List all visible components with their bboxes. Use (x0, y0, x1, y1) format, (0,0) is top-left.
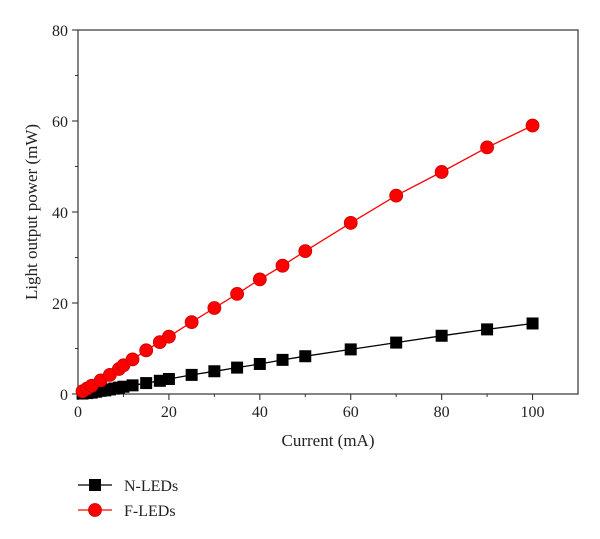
data-point (208, 365, 221, 378)
data-point (526, 317, 539, 330)
y-tick-label: 60 (52, 114, 68, 131)
data-point (389, 188, 404, 203)
data-point (231, 361, 244, 374)
data-point (125, 352, 140, 367)
legend: N-LEDs F-LEDs (78, 478, 178, 520)
data-point (434, 165, 449, 179)
data-point (276, 353, 289, 366)
data-point (480, 140, 494, 155)
legend-label-f-leds: F-LEDs (124, 503, 176, 520)
series-layer (75, 118, 540, 400)
data-point (435, 329, 448, 342)
legend-label-n-leds: N-LEDs (124, 478, 178, 495)
x-axis: 0 20 40 60 80 100 (74, 394, 545, 421)
data-point (390, 336, 403, 349)
data-point (162, 372, 175, 385)
y-axis: 0 20 40 60 80 (52, 23, 78, 404)
legend-item-f-leds: F-LEDs (78, 503, 176, 520)
data-point (343, 216, 358, 230)
data-point (525, 118, 540, 133)
legend-marker-square (89, 479, 101, 491)
x-tick-label: 60 (343, 404, 359, 421)
data-point (253, 357, 266, 370)
y-tick-label: 40 (52, 205, 68, 222)
data-point (184, 315, 199, 330)
data-point (275, 258, 290, 273)
x-tick-label: 20 (161, 404, 177, 421)
legend-item-n-leds: N-LEDs (78, 478, 178, 495)
data-point (252, 272, 267, 287)
x-axis-title: Current (mA) (281, 431, 374, 450)
data-point (153, 374, 166, 387)
data-point (140, 377, 153, 390)
data-point (117, 380, 130, 393)
plot-area-border (77, 29, 579, 395)
x-tick-label: 100 (521, 404, 545, 421)
data-point (230, 286, 244, 301)
data-point (299, 350, 312, 363)
y-tick-label: 20 (52, 296, 68, 313)
legend-marker-circle (88, 503, 102, 517)
y-axis-title: Light output power (mW) (22, 124, 41, 300)
data-point (207, 301, 222, 315)
data-point (344, 343, 357, 356)
plot-frame (77, 29, 579, 395)
data-point (481, 323, 494, 336)
data-point (298, 244, 313, 259)
x-tick-label: 80 (434, 404, 450, 421)
data-point (139, 343, 154, 358)
x-tick-label: 40 (252, 404, 268, 421)
data-point (185, 368, 198, 381)
x-tick-label: 0 (74, 404, 82, 421)
data-point (162, 329, 176, 344)
y-tick-label: 0 (60, 387, 68, 404)
data-point (126, 379, 139, 392)
y-tick-label: 80 (52, 23, 68, 40)
